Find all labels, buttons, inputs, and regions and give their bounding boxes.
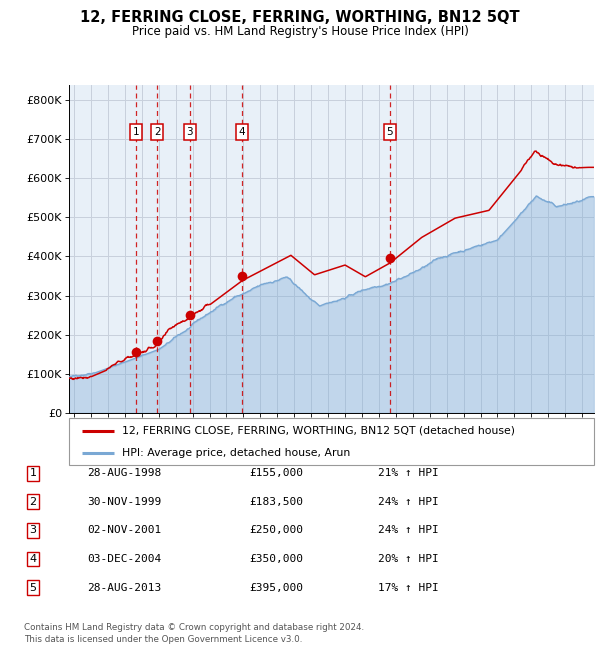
Text: 2: 2 xyxy=(154,127,161,137)
Text: 20% ↑ HPI: 20% ↑ HPI xyxy=(378,554,439,564)
Text: 30-NOV-1999: 30-NOV-1999 xyxy=(87,497,161,507)
Text: 02-NOV-2001: 02-NOV-2001 xyxy=(87,525,161,536)
Text: 1: 1 xyxy=(29,468,37,478)
Text: 24% ↑ HPI: 24% ↑ HPI xyxy=(378,525,439,536)
Text: 2: 2 xyxy=(29,497,37,507)
Text: £395,000: £395,000 xyxy=(249,582,303,593)
Text: £250,000: £250,000 xyxy=(249,525,303,536)
Text: 5: 5 xyxy=(29,582,37,593)
Text: 3: 3 xyxy=(187,127,193,137)
Text: 28-AUG-2013: 28-AUG-2013 xyxy=(87,582,161,593)
Text: £350,000: £350,000 xyxy=(249,554,303,564)
Text: 24% ↑ HPI: 24% ↑ HPI xyxy=(378,497,439,507)
Text: 03-DEC-2004: 03-DEC-2004 xyxy=(87,554,161,564)
Text: 1: 1 xyxy=(133,127,139,137)
Text: 12, FERRING CLOSE, FERRING, WORTHING, BN12 5QT (detached house): 12, FERRING CLOSE, FERRING, WORTHING, BN… xyxy=(121,426,515,436)
Text: £183,500: £183,500 xyxy=(249,497,303,507)
Text: This data is licensed under the Open Government Licence v3.0.: This data is licensed under the Open Gov… xyxy=(24,634,302,644)
Text: HPI: Average price, detached house, Arun: HPI: Average price, detached house, Arun xyxy=(121,448,350,458)
Text: 21% ↑ HPI: 21% ↑ HPI xyxy=(378,468,439,478)
Text: 5: 5 xyxy=(386,127,393,137)
Text: 4: 4 xyxy=(29,554,37,564)
Text: Price paid vs. HM Land Registry's House Price Index (HPI): Price paid vs. HM Land Registry's House … xyxy=(131,25,469,38)
Text: 17% ↑ HPI: 17% ↑ HPI xyxy=(378,582,439,593)
Text: Contains HM Land Registry data © Crown copyright and database right 2024.: Contains HM Land Registry data © Crown c… xyxy=(24,623,364,632)
Text: £155,000: £155,000 xyxy=(249,468,303,478)
Text: 12, FERRING CLOSE, FERRING, WORTHING, BN12 5QT: 12, FERRING CLOSE, FERRING, WORTHING, BN… xyxy=(80,10,520,25)
Text: 28-AUG-1998: 28-AUG-1998 xyxy=(87,468,161,478)
Text: 4: 4 xyxy=(239,127,245,137)
Text: 3: 3 xyxy=(29,525,37,536)
